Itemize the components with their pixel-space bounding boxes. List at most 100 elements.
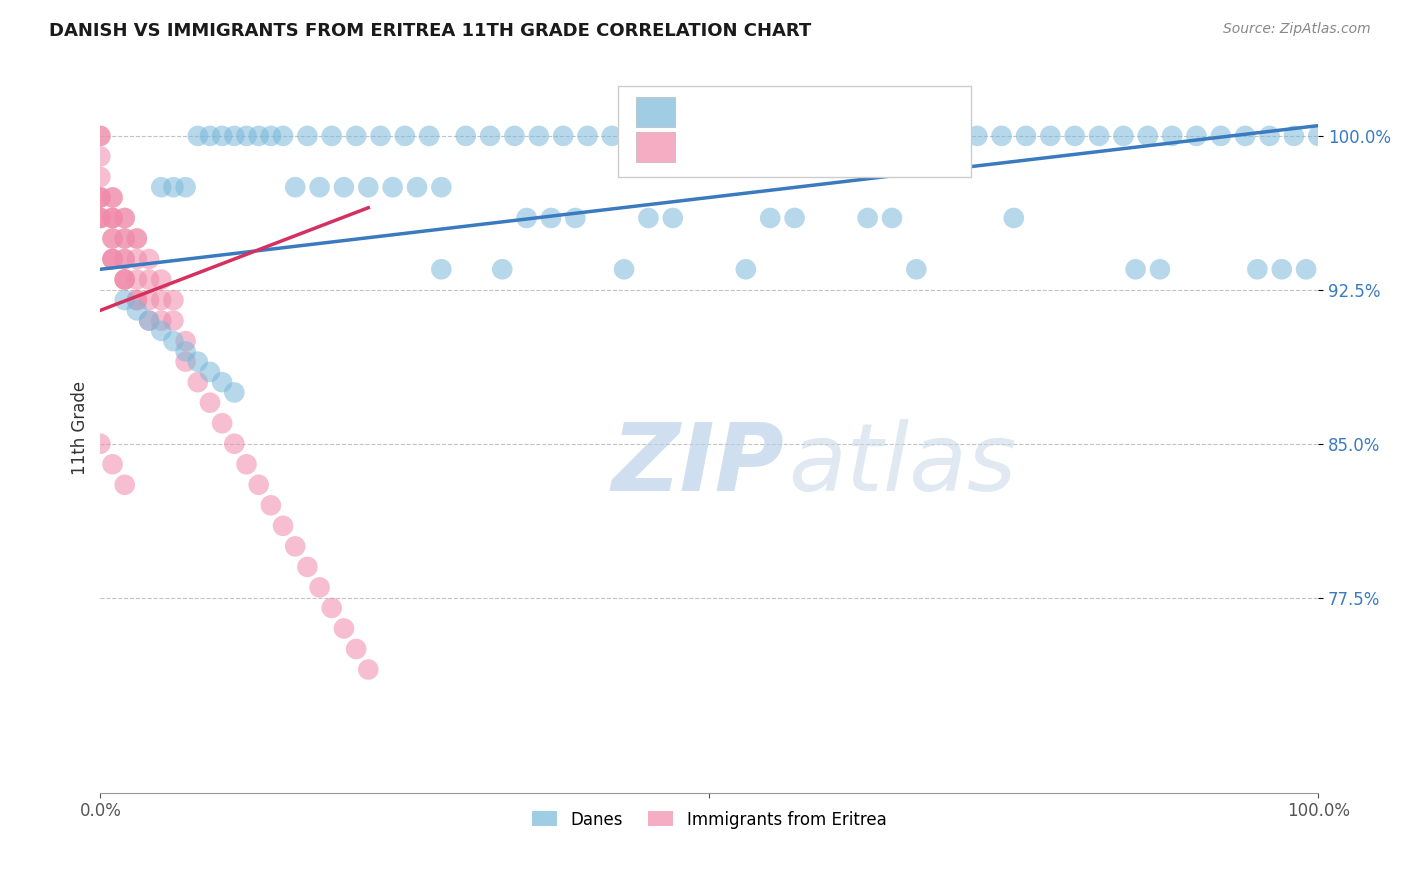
Point (723, 128, 745, 143)
Point (905, 262, 928, 277)
Point (430, 262, 453, 277)
Point (198, 395, 221, 409)
Point (114, 231, 136, 245)
Point (333, 622, 356, 636)
Point (503, 128, 526, 143)
Point (394, 128, 416, 143)
Point (125, 252, 148, 266)
Point (406, 180, 429, 194)
Point (150, 272, 173, 286)
Text: DANISH VS IMMIGRANTS FROM ERITREA 11TH GRADE CORRELATION CHART: DANISH VS IMMIGRANTS FROM ERITREA 11TH G… (49, 22, 811, 40)
Text: R =  0.143   N = 64: R = 0.143 N = 64 (689, 136, 879, 154)
Point (187, 375, 209, 389)
Point (114, 272, 136, 286)
Point (321, 128, 343, 143)
Point (89, 211, 111, 225)
Point (101, 190, 124, 204)
Point (174, 334, 197, 348)
Legend: Danes, Immigrants from Eritrea: Danes, Immigrants from Eritrea (526, 804, 893, 835)
Point (101, 252, 124, 266)
Point (162, 180, 184, 194)
Point (89, 149, 111, 163)
Point (1295, 262, 1317, 277)
Point (271, 519, 294, 533)
Point (734, 262, 756, 277)
Point (454, 128, 477, 143)
Point (1125, 262, 1147, 277)
Point (125, 231, 148, 245)
Point (418, 128, 440, 143)
Point (114, 272, 136, 286)
Point (101, 252, 124, 266)
Point (284, 180, 307, 194)
Point (174, 354, 197, 368)
Point (89, 211, 111, 225)
Point (759, 211, 782, 225)
Point (101, 211, 124, 225)
Point (820, 128, 842, 143)
Point (527, 128, 550, 143)
Point (89, 190, 111, 204)
Point (1185, 128, 1208, 143)
Point (101, 457, 124, 471)
Point (966, 128, 988, 143)
Point (174, 180, 197, 194)
Point (162, 313, 184, 327)
Point (284, 540, 307, 554)
Point (162, 334, 184, 348)
Point (869, 128, 891, 143)
Point (1258, 128, 1281, 143)
Point (235, 457, 257, 471)
Point (211, 375, 233, 389)
Point (89, 128, 111, 143)
Point (114, 477, 136, 491)
Point (321, 601, 343, 615)
Point (333, 180, 356, 194)
Point (114, 211, 136, 225)
Point (650, 128, 672, 143)
Point (553, 128, 575, 143)
Point (114, 272, 136, 286)
Point (308, 180, 330, 194)
Point (796, 128, 818, 143)
Point (125, 231, 148, 245)
Point (101, 211, 124, 225)
Point (893, 128, 915, 143)
Point (89, 211, 111, 225)
Point (187, 354, 209, 368)
Point (247, 128, 270, 143)
Point (662, 211, 685, 225)
Point (1039, 128, 1062, 143)
Point (114, 293, 136, 307)
Point (138, 313, 160, 327)
Point (1282, 128, 1305, 143)
Point (224, 436, 246, 450)
Point (297, 128, 319, 143)
Point (1112, 128, 1135, 143)
Point (1209, 128, 1232, 143)
Point (856, 211, 879, 225)
Point (357, 663, 380, 677)
Point (138, 313, 160, 327)
Point (271, 128, 294, 143)
Point (344, 128, 367, 143)
Bar (637, 132, 675, 162)
Point (673, 128, 696, 143)
Point (297, 560, 319, 574)
Point (187, 128, 209, 143)
Point (101, 211, 124, 225)
Point (697, 128, 720, 143)
Point (381, 180, 404, 194)
Point (101, 231, 124, 245)
Point (235, 128, 257, 143)
Point (942, 128, 965, 143)
Point (114, 252, 136, 266)
Point (247, 477, 270, 491)
Point (1088, 128, 1111, 143)
Point (150, 313, 173, 327)
Point (1136, 128, 1159, 143)
Point (125, 303, 148, 318)
Point (516, 211, 538, 225)
Point (564, 211, 586, 225)
Point (1002, 211, 1025, 225)
